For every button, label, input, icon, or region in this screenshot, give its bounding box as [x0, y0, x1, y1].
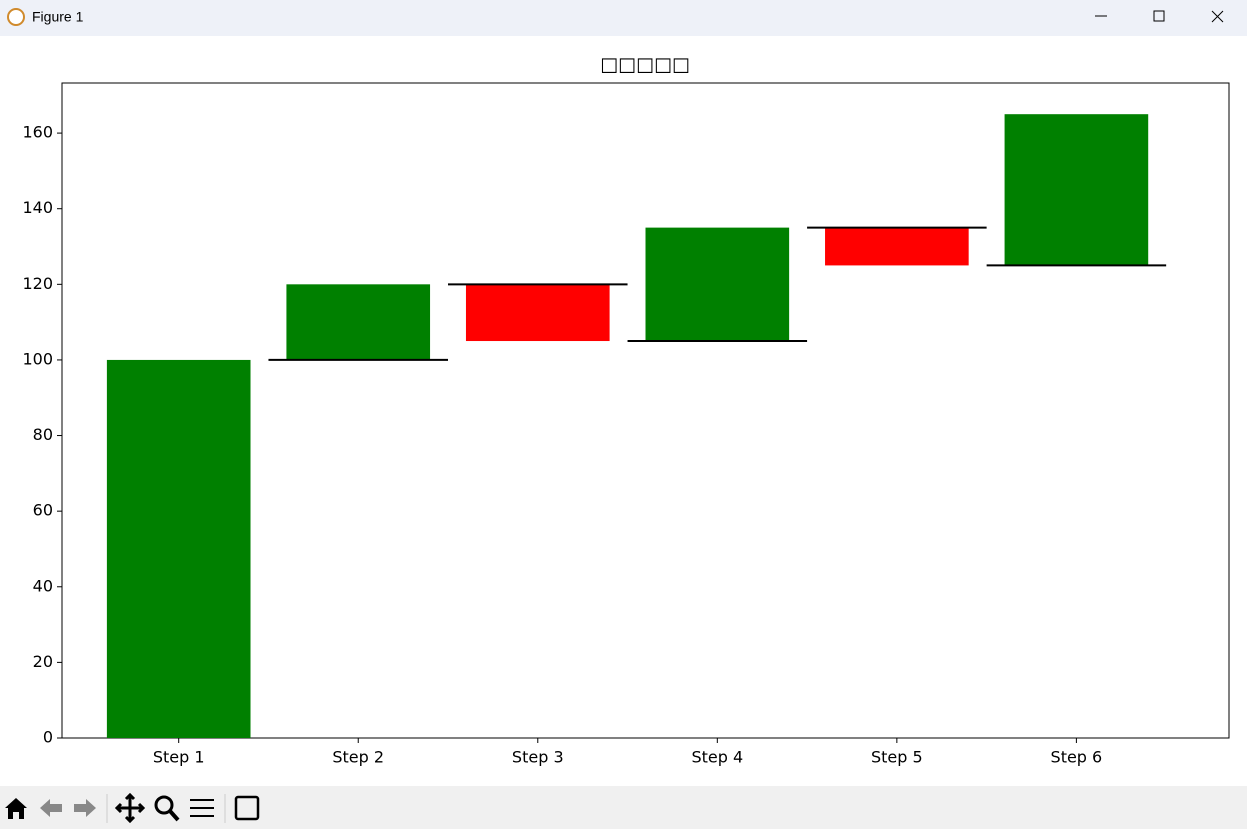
x-tick-label: Step 5	[871, 748, 923, 767]
bar	[1004, 114, 1149, 266]
toolbar	[0, 786, 1247, 829]
forward-button[interactable]	[74, 799, 96, 817]
y-tick-label: 120	[22, 274, 53, 293]
y-tick-label: 0	[43, 728, 53, 747]
y-tick-label: 20	[33, 652, 53, 671]
bar	[465, 284, 610, 342]
x-tick-label: Step 4	[691, 748, 743, 767]
bar	[825, 227, 969, 266]
bar	[286, 284, 431, 360]
axes-frame	[61, 82, 1230, 739]
title-bar	[0, 0, 1247, 36]
x-tick-label: Step 3	[512, 748, 564, 767]
bar	[106, 359, 251, 738]
chart-title: □□□□□	[600, 54, 690, 76]
x-tick-label: Step 6	[1051, 748, 1103, 767]
maximize-button[interactable]	[1153, 10, 1165, 22]
y-tick-label: 60	[33, 501, 53, 520]
configure-button[interactable]	[190, 799, 214, 817]
bar	[645, 227, 790, 342]
y-tick-label: 40	[33, 576, 53, 595]
y-tick-label: 80	[33, 425, 53, 444]
x-tick-label: Step 1	[153, 748, 205, 767]
back-button[interactable]	[40, 799, 62, 817]
window-title: Figure 1	[32, 9, 84, 25]
save-button[interactable]	[234, 795, 260, 821]
zoom-handle	[168, 809, 180, 822]
y-tick-label: 160	[22, 123, 53, 142]
x-tick-label: Step 2	[332, 748, 384, 767]
app-icon	[7, 8, 25, 26]
y-tick-label: 140	[22, 198, 53, 217]
zoom-button[interactable]	[154, 795, 174, 815]
y-tick-label: 100	[22, 349, 53, 368]
pan-button[interactable]	[114, 792, 146, 824]
home-button[interactable]	[5, 798, 27, 819]
close-button[interactable]	[1211, 10, 1224, 23]
